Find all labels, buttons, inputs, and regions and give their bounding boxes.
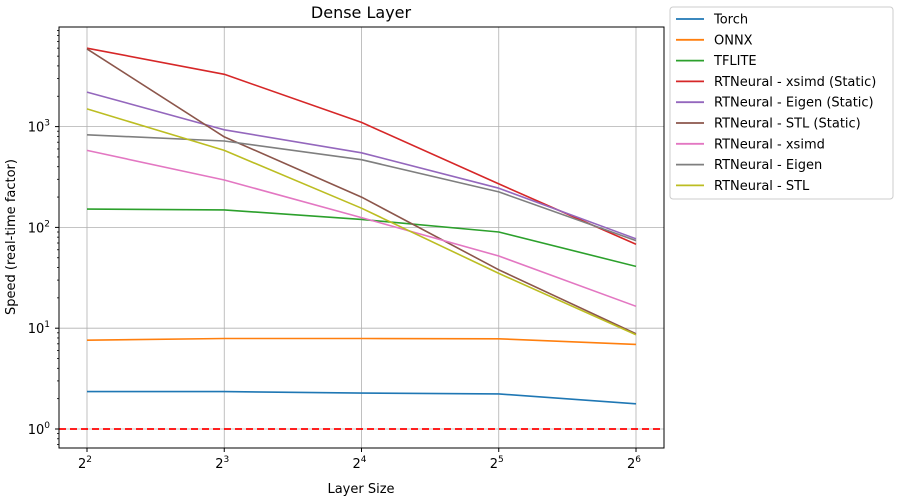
x-axis-label: Layer Size xyxy=(327,482,394,497)
series-line xyxy=(86,108,637,336)
x-tick-label: 22 xyxy=(78,455,92,472)
series-layer xyxy=(86,47,637,405)
legend-label: RTNeural - STL xyxy=(714,179,810,194)
chart-title: Dense Layer xyxy=(311,3,412,22)
y-tick-label: 101 xyxy=(28,320,50,337)
legend-label: RTNeural - STL (Static) xyxy=(714,117,861,132)
x-tick-label: 24 xyxy=(352,455,366,472)
x-tick-label: 26 xyxy=(627,455,641,472)
series-line xyxy=(86,47,637,246)
legend-label: RTNeural - Eigen (Static) xyxy=(714,96,874,111)
series-line xyxy=(86,48,637,335)
legend-frame xyxy=(669,6,894,200)
x-tick-label: 25 xyxy=(490,455,504,472)
legend-label: TFLITE xyxy=(713,54,757,69)
x-tick-layer: 22 23 24 25 26 xyxy=(78,448,641,472)
y-tick-label: 103 xyxy=(28,119,50,136)
legend: Torch ONNX TFLITE RTNeural - xsimd (Static)… xyxy=(669,6,894,200)
series-line xyxy=(86,91,637,240)
legend-label: RTNeural - Eigen xyxy=(714,158,822,173)
series-line xyxy=(86,149,637,308)
y-tick-label: 100 xyxy=(28,421,51,438)
legend-label: Torch xyxy=(713,13,748,28)
legend-label: ONNX xyxy=(714,33,753,48)
series-line xyxy=(87,390,637,405)
series-line xyxy=(86,134,637,242)
y-tick-label: 102 xyxy=(28,219,50,236)
legend-label: RTNeural - xsimd xyxy=(714,137,825,152)
y-tick-layer: 100 101 102 103 xyxy=(28,30,59,446)
series-line xyxy=(86,208,637,268)
y-axis-label: Speed (real-time factor) xyxy=(4,159,19,315)
legend-label: RTNeural - xsimd (Static) xyxy=(714,75,876,90)
series-line xyxy=(86,337,637,346)
x-tick-label: 23 xyxy=(215,455,229,472)
